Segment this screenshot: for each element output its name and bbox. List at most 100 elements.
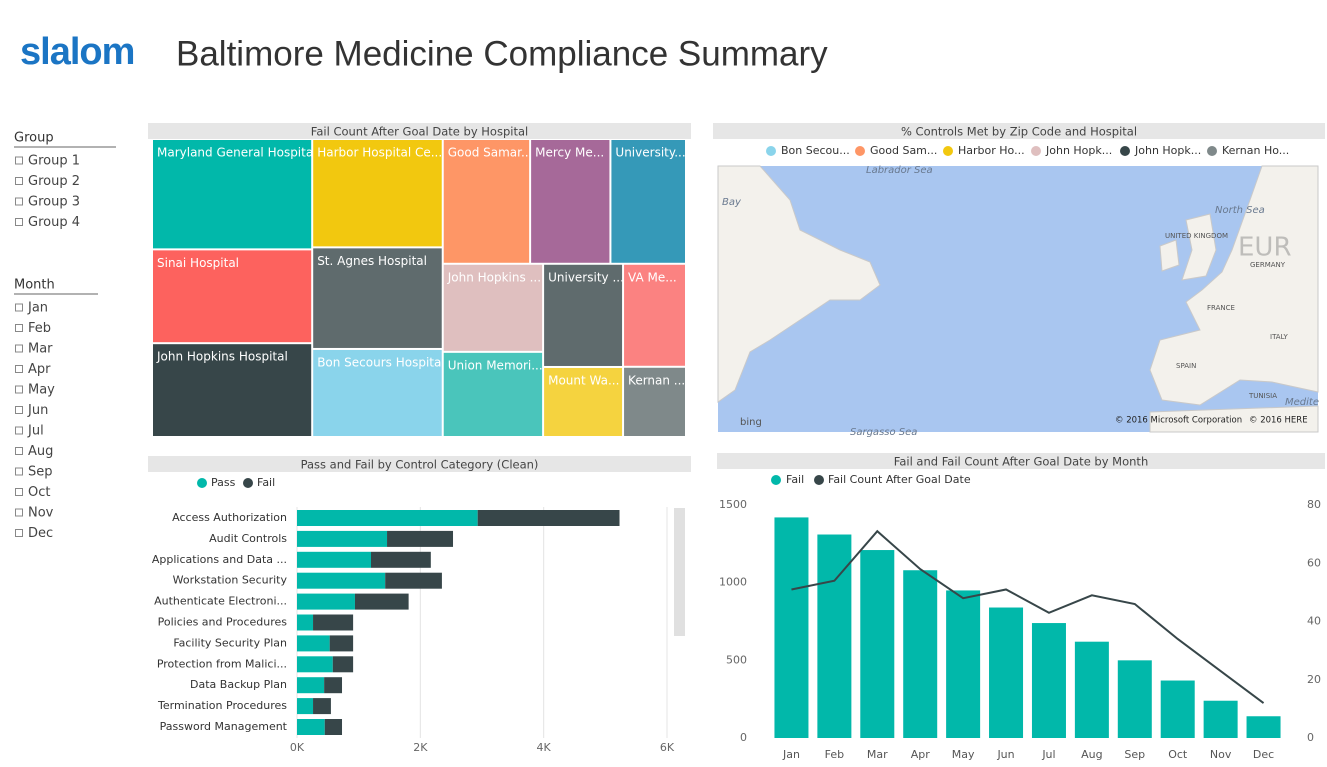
tile-label: Harbor Hospital Ce... (317, 146, 442, 160)
map-land (1149, 405, 1319, 433)
treemap-tile (531, 140, 610, 263)
checkbox[interactable] (15, 365, 23, 373)
slicer-item[interactable]: Jan (27, 301, 48, 316)
map-label: UNITED KINGDOM (1165, 232, 1228, 240)
bar (332, 656, 354, 673)
map-label: Medite (1285, 397, 1319, 408)
checkbox[interactable] (15, 508, 23, 517)
y-tick-label: Workstation Security (173, 574, 288, 587)
treemap-tile (443, 140, 530, 263)
slicer-item[interactable]: Mar (28, 342, 53, 357)
tile-label: Bon Secours Hospital (317, 355, 445, 369)
bar (354, 593, 409, 610)
y-tick-label: 0 (740, 731, 747, 744)
chart-title: Pass and Fail by Control Category (Clean… (301, 458, 539, 472)
tile-label: John Hopkins ... (447, 270, 541, 284)
slicer-item[interactable]: May (28, 383, 55, 398)
map-base (717, 165, 1319, 433)
slicer-item[interactable]: Dec (28, 526, 53, 541)
map-label: Labrador Sea (866, 165, 933, 176)
x-tick-label: 4K (537, 741, 552, 754)
legend-marker (1120, 146, 1130, 156)
treemap-tile (624, 367, 685, 436)
chart-header (148, 456, 691, 472)
treemap-tile (153, 140, 312, 249)
map-label: Sargasso Sea (850, 427, 917, 438)
bar (903, 570, 938, 738)
chart-title: Fail and Fail Count After Goal Date by M… (894, 455, 1148, 469)
slicer-item[interactable]: Group 2 (28, 174, 80, 189)
checkbox[interactable] (15, 156, 23, 165)
treemap-tile (313, 248, 442, 348)
legend-label: Fail (786, 473, 804, 486)
legend-marker (943, 146, 953, 156)
map-label: EUR (1238, 233, 1292, 263)
x-tick-label: Apr (911, 748, 931, 761)
slicer-item[interactable]: Aug (28, 444, 53, 459)
bar (324, 677, 343, 694)
bar (860, 550, 895, 738)
bar (774, 517, 809, 738)
slicer-item[interactable]: Group 3 (28, 195, 80, 210)
slicer-item[interactable]: Jul (27, 424, 44, 439)
slicer-item[interactable]: Group 1 (28, 154, 80, 169)
tile-label: University... (615, 146, 685, 160)
bar (324, 719, 343, 735)
treemap-tile (624, 264, 685, 366)
x-tick-label: Feb (825, 748, 844, 761)
checkbox[interactable] (15, 426, 23, 435)
bar (313, 698, 331, 715)
tile-label: Kernan ... (628, 373, 685, 387)
slicer-item[interactable]: Jun (27, 403, 48, 418)
slicer-item[interactable]: Group 4 (28, 215, 80, 230)
checkbox[interactable] (15, 324, 23, 332)
slicer-item[interactable]: Sep (28, 465, 53, 480)
checkbox[interactable] (15, 303, 23, 312)
x-tick-label: Jun (996, 748, 1014, 761)
treemap-tile (443, 264, 543, 351)
bar (297, 635, 330, 652)
x-tick-label: Mar (867, 748, 888, 761)
map-provider: bing (740, 417, 762, 428)
legend-marker (243, 478, 253, 488)
legend-marker (766, 146, 776, 156)
checkbox[interactable] (15, 529, 23, 537)
y-tick-label: Policies and Procedures (158, 616, 288, 629)
page-title: Baltimore Medicine Compliance Summary (176, 34, 828, 73)
map-label: TUNISIA (1248, 392, 1277, 400)
y2-tick-label: 0 (1307, 731, 1314, 744)
bar (297, 719, 325, 735)
checkbox[interactable] (15, 406, 23, 414)
x-tick-label: Jul (1041, 748, 1055, 761)
slicer-item[interactable]: Nov (28, 506, 54, 521)
legend-label: John Hopk... (1134, 144, 1201, 157)
checkbox[interactable] (15, 197, 23, 206)
checkbox[interactable] (15, 177, 23, 185)
y-tick-label: 1000 (719, 576, 747, 589)
map-label: FRANCE (1207, 304, 1235, 312)
bar (297, 614, 314, 631)
checkbox[interactable] (15, 385, 23, 394)
bar (297, 510, 478, 526)
scrollbar[interactable] (674, 508, 685, 636)
bar (385, 572, 442, 589)
map-attribution: © 2016 Microsoft Corporation (1115, 416, 1242, 426)
checkbox[interactable] (15, 488, 23, 496)
bar (297, 530, 388, 547)
slicer-item[interactable]: Feb (28, 321, 51, 336)
slicer-item[interactable]: Apr (28, 362, 51, 377)
checkbox[interactable] (15, 218, 23, 226)
checkbox[interactable] (15, 447, 23, 455)
bar (297, 593, 355, 610)
checkbox[interactable] (15, 344, 23, 353)
checkbox[interactable] (15, 467, 23, 476)
y-tick-label: Authenticate Electroni... (154, 595, 287, 608)
slicer-item[interactable]: Oct (28, 485, 50, 500)
x-tick-label: Sep (1124, 748, 1145, 761)
x-tick-label: Dec (1253, 748, 1274, 761)
x-tick-label: Oct (1168, 748, 1188, 761)
x-tick-label: 2K (413, 741, 428, 754)
y2-tick-label: 40 (1307, 615, 1321, 628)
legend-label: Kernan Ho... (1222, 144, 1289, 157)
legend-marker (1031, 146, 1041, 156)
